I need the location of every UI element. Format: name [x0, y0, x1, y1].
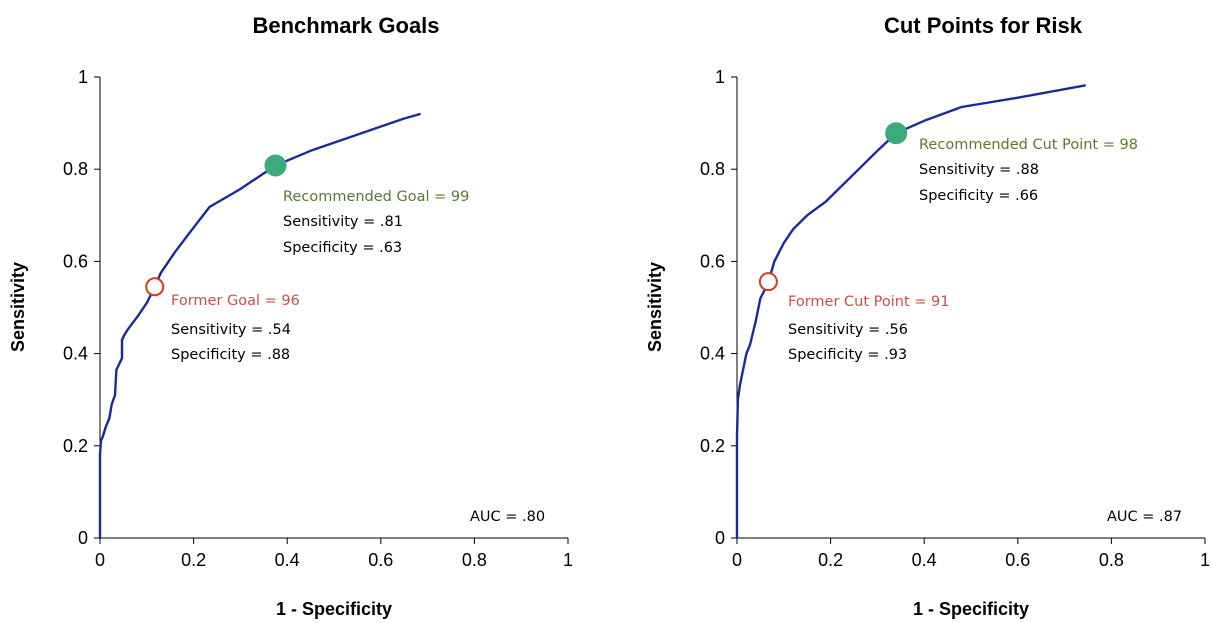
chart-svg: Cut Points for Risk Sensitivity 1 - Spec…: [645, 13, 1210, 619]
y-axis-title: Sensitivity: [8, 262, 28, 352]
former-specificity: Specificity = .88: [171, 347, 290, 363]
y-tick-label: 0.6: [700, 251, 725, 271]
x-tick-label: 0.6: [368, 550, 393, 570]
y-tick-label: 0: [715, 528, 725, 548]
former-point: [145, 277, 165, 297]
chart-svg: Benchmark Goals Sensitivity 1 - Specific…: [8, 13, 573, 619]
annotations: Recommended Cut Point = 98 Sensitivity =…: [788, 137, 1182, 525]
recommended-sensitivity: Sensitivity = .81: [283, 214, 403, 230]
annotations: Recommended Goal = 99 Sensitivity = .81 …: [171, 189, 545, 525]
y-tick-label: 0.6: [63, 251, 88, 271]
y-tick-label: 0.2: [63, 436, 88, 456]
chart-title: Cut Points for Risk: [884, 13, 1083, 38]
tick-labels: 0 0.2 0.4 0.6 0.8 1 0 0.2 0.4 0.6 0.8 1: [63, 67, 573, 570]
x-tick-label: 0: [95, 550, 105, 570]
y-tick-label: 0: [78, 528, 88, 548]
y-tick-label: 0.2: [700, 436, 725, 456]
former-label: Former Cut Point = 91: [788, 294, 949, 310]
x-tick-label: 0.8: [1099, 550, 1124, 570]
x-tick-label: 0.4: [912, 550, 937, 570]
x-tick-label: 0.2: [181, 550, 206, 570]
x-tick-label: 0: [732, 550, 742, 570]
recommended-specificity: Specificity = .66: [919, 188, 1038, 204]
x-axis-title: 1 - Specificity: [913, 599, 1029, 619]
tick-labels: 0 0.2 0.4 0.6 0.8 1 0 0.2 0.4 0.6 0.8 1: [700, 67, 1210, 570]
former-sensitivity: Sensitivity = .56: [788, 322, 908, 338]
recommended-specificity: Specificity = .63: [283, 240, 402, 256]
y-tick-label: 0.8: [63, 159, 88, 179]
x-tick-label: 0.4: [275, 550, 300, 570]
former-label: Former Goal = 96: [171, 293, 300, 309]
chart-title: Benchmark Goals: [252, 13, 439, 38]
recommended-point: [264, 154, 287, 177]
axes: [94, 76, 569, 544]
former-specificity: Specificity = .93: [788, 347, 907, 363]
x-tick-label: 1: [563, 550, 573, 570]
roc-curve-line: [98, 112, 421, 538]
former-point: [758, 272, 778, 292]
recommended-label: Recommended Cut Point = 98: [919, 137, 1138, 153]
auc-label: AUC = .80: [470, 509, 545, 525]
x-axis-title: 1 - Specificity: [276, 599, 392, 619]
x-tick-label: 1: [1200, 550, 1210, 570]
y-tick-label: 0.4: [63, 344, 88, 364]
auc-label: AUC = .87: [1107, 509, 1182, 525]
roc-curve-line: [735, 84, 1086, 538]
y-tick-label: 1: [78, 67, 88, 87]
y-tick-label: 0.4: [700, 344, 725, 364]
cut-points-chart: Cut Points for Risk Sensitivity 1 - Spec…: [637, 0, 1212, 623]
x-tick-label: 0.6: [1005, 550, 1030, 570]
benchmark-goals-chart: Benchmark Goals Sensitivity 1 - Specific…: [8, 13, 573, 619]
y-tick-label: 1: [715, 67, 725, 87]
former-sensitivity: Sensitivity = .54: [171, 322, 291, 338]
y-tick-label: 0.8: [700, 159, 725, 179]
y-axis-title: Sensitivity: [645, 262, 665, 352]
plot-area: [98, 112, 421, 538]
recommended-sensitivity: Sensitivity = .88: [919, 162, 1039, 178]
x-tick-label: 0.2: [818, 550, 843, 570]
x-tick-label: 0.8: [462, 550, 487, 570]
plot-area: [735, 84, 1086, 538]
recommended-point: [885, 122, 908, 145]
recommended-label: Recommended Goal = 99: [283, 189, 469, 205]
